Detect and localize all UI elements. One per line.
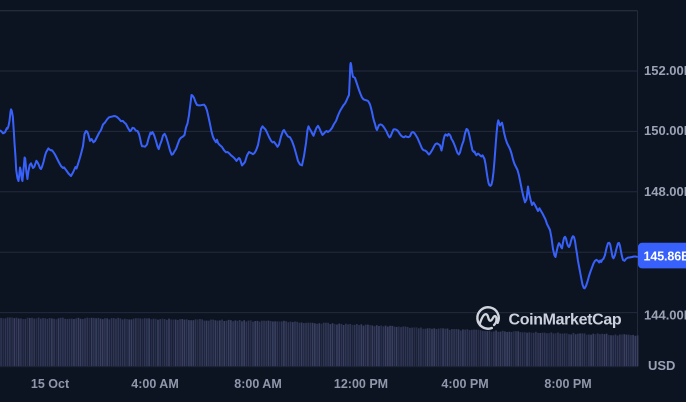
svg-text:15 Oct: 15 Oct [31,377,70,391]
svg-text:150.00B: 150.00B [644,123,686,138]
svg-text:USD: USD [648,358,675,373]
svg-text:12:00 PM: 12:00 PM [334,377,388,391]
svg-text:145.86B: 145.86B [644,249,686,263]
svg-text:8:00 AM: 8:00 AM [234,377,281,391]
svg-text:148.00B: 148.00B [644,184,686,199]
svg-text:144.00B: 144.00B [644,307,686,322]
svg-text:152.00B: 152.00B [644,63,686,78]
svg-text:4:00 AM: 4:00 AM [131,377,178,391]
svg-text:8:00 PM: 8:00 PM [544,377,591,391]
svg-text:CoinMarketCap: CoinMarketCap [509,311,622,328]
svg-text:4:00 PM: 4:00 PM [441,377,488,391]
